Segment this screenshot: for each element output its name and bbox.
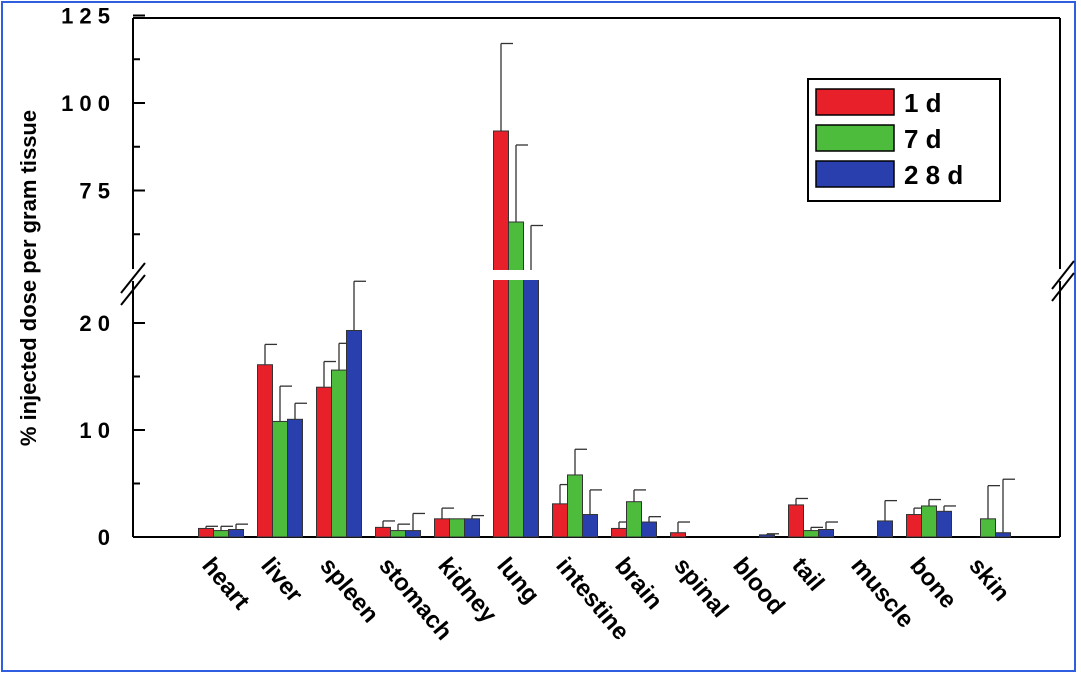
bar: [641, 521, 657, 538]
bar: [995, 532, 1011, 538]
y-tick-label: 1 0 0: [61, 91, 110, 116]
bar: [582, 514, 598, 538]
x-category-label: heart: [196, 553, 254, 615]
x-category-label: brain: [609, 553, 667, 615]
x-category-label: liver: [255, 553, 307, 608]
bar: [936, 510, 952, 538]
bar: [464, 518, 480, 538]
axis-break-gap-bars: [485, 270, 545, 280]
legend-swatch: [815, 88, 895, 116]
bar: [287, 418, 303, 538]
bar: [449, 518, 465, 538]
y-tick-label: 2 0: [79, 311, 110, 336]
bar: [390, 530, 406, 538]
axis-break-gap: [135, 270, 1058, 281]
bar: [788, 504, 804, 538]
bar: [567, 474, 583, 538]
x-category-label: tail: [786, 553, 829, 597]
bar: [980, 518, 996, 538]
axis-break-mark-left: [120, 262, 146, 294]
bar: [213, 530, 229, 538]
bar: [906, 514, 922, 538]
bar: [434, 518, 450, 538]
y-tick-label: 7 5: [79, 179, 110, 204]
bar: [818, 529, 834, 538]
bar: [346, 329, 362, 538]
bar: [803, 530, 819, 538]
x-category-label: skin: [963, 553, 1015, 607]
bar: [611, 527, 627, 538]
y-tick-label: 0: [98, 525, 110, 550]
bar: [198, 527, 214, 538]
bar: [257, 364, 273, 538]
bar: [493, 130, 509, 538]
bar: [921, 505, 937, 538]
bar: [670, 532, 686, 538]
y-tick-label: 1 0: [79, 418, 110, 443]
bar: [375, 526, 391, 538]
legend-swatch: [815, 124, 895, 152]
legend-swatch: [815, 160, 895, 188]
y-tick-label: 1 2 5: [61, 4, 110, 29]
legend-label: 1 d: [904, 88, 942, 118]
axis-break-mark-right: [1051, 260, 1075, 290]
x-category-label: spleen: [314, 553, 384, 629]
x-category-label: blood: [727, 553, 790, 620]
bar: [272, 420, 288, 538]
x-category-label: spinal: [668, 553, 733, 623]
bar: [523, 277, 539, 538]
x-category-label: bone: [904, 553, 962, 614]
bar: [552, 503, 568, 538]
bar: [508, 221, 524, 538]
x-category-label: muscle: [845, 553, 919, 634]
bar: [877, 520, 893, 538]
bar: [405, 530, 421, 538]
x-category-label: lung: [491, 553, 544, 609]
y-axis-label: % injected dose per gram tissue: [16, 110, 41, 446]
legend-label: 2 8 d: [904, 160, 963, 190]
bar: [759, 534, 775, 538]
axis-break-mark-left: [120, 274, 146, 306]
bar: [316, 386, 332, 538]
bar: [626, 501, 642, 538]
legend-label: 7 d: [904, 124, 942, 154]
bar: [228, 529, 244, 538]
bar: [331, 369, 347, 538]
axis-break-mark-right: [1051, 272, 1075, 302]
